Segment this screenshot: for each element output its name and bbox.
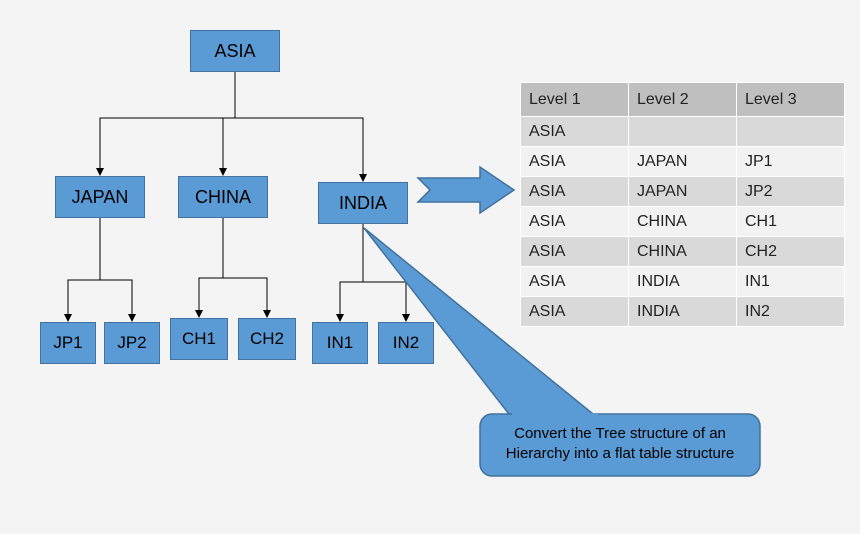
table-header-cell: Level 2 [629, 83, 737, 117]
table-cell: ASIA [521, 147, 629, 177]
table-cell: ASIA [521, 297, 629, 327]
table-row: ASIACHINACH2 [521, 237, 845, 267]
diagram-stage: { "colors": { "background": "#f4f4f4", "… [0, 0, 860, 534]
table-body: ASIAASIAJAPANJP1ASIAJAPANJP2ASIACHINACH1… [521, 117, 845, 327]
tree-node-ch2: CH2 [238, 318, 296, 360]
table-row: ASIACHINACH1 [521, 207, 845, 237]
tree-node-asia: ASIA [190, 30, 280, 72]
table-cell: JAPAN [629, 177, 737, 207]
table-cell: IN2 [737, 297, 845, 327]
table-cell: ASIA [521, 237, 629, 267]
table-cell [629, 117, 737, 147]
table-header-row: Level 1Level 2Level 3 [521, 83, 845, 117]
table-row: ASIAINDIAIN2 [521, 297, 845, 327]
table-header-cell: Level 1 [521, 83, 629, 117]
tree-node-in1: IN1 [312, 322, 368, 364]
callout-line-2: Hierarchy into a flat table structure [506, 445, 734, 462]
table-cell: CH1 [737, 207, 845, 237]
table-cell: CH2 [737, 237, 845, 267]
table-cell: ASIA [521, 117, 629, 147]
tree-node-in2: IN2 [378, 322, 434, 364]
table-row: ASIAJAPANJP1 [521, 147, 845, 177]
table-row: ASIA [521, 117, 845, 147]
table-cell: ASIA [521, 267, 629, 297]
tree-node-ch1: CH1 [170, 318, 228, 360]
tree-node-jp2: JP2 [104, 322, 160, 364]
table-cell: INDIA [629, 267, 737, 297]
table-header-cell: Level 3 [737, 83, 845, 117]
table-cell: JP1 [737, 147, 845, 177]
table-row: ASIAINDIAIN1 [521, 267, 845, 297]
table-cell: CHINA [629, 207, 737, 237]
callout-text: Convert the Tree structure of an Hierarc… [480, 424, 760, 463]
table-cell: JP2 [737, 177, 845, 207]
table-cell: CHINA [629, 237, 737, 267]
table-cell: IN1 [737, 267, 845, 297]
table-cell: INDIA [629, 297, 737, 327]
table-cell: ASIA [521, 177, 629, 207]
table-cell: JAPAN [629, 147, 737, 177]
tree-node-china: CHINA [178, 176, 268, 218]
flat-hierarchy-table: Level 1Level 2Level 3 ASIAASIAJAPANJP1AS… [520, 82, 845, 327]
table-cell: ASIA [521, 207, 629, 237]
table-cell [737, 117, 845, 147]
callout-line-1: Convert the Tree structure of an [514, 425, 726, 442]
conversion-arrow [418, 167, 514, 213]
tree-node-india: INDIA [318, 182, 408, 224]
table-row: ASIAJAPANJP2 [521, 177, 845, 207]
tree-node-jp1: JP1 [40, 322, 96, 364]
tree-node-japan: JAPAN [55, 176, 145, 218]
